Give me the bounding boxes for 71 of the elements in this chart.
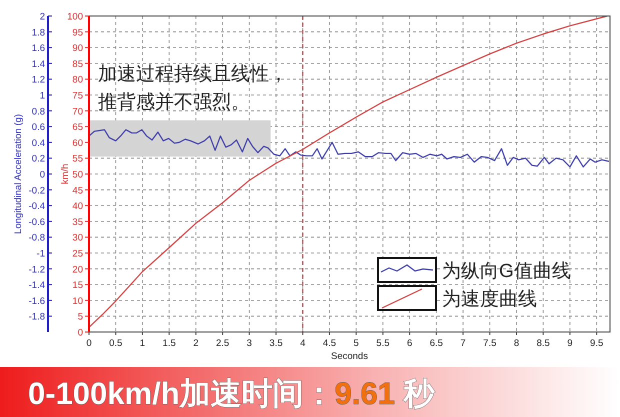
y-tick-label: -0.8: [28, 232, 45, 244]
y-tick-label: 1.4: [32, 58, 45, 70]
y2-tick-label: 50: [72, 170, 83, 180]
y-tick-label: 0.6: [32, 122, 45, 134]
y2-axis-title: km/h: [60, 164, 71, 184]
y-axis-title: Longitudinal Acceleration (g): [13, 114, 24, 234]
x-tick-label: 8: [514, 338, 520, 349]
y2-tick-label: 0: [78, 328, 83, 338]
y-tick-label: -0.6: [28, 216, 45, 228]
y-tick-label: -0.2: [28, 185, 45, 196]
y2-tick-label: 25: [72, 248, 83, 260]
y2-tick-label: 10: [72, 296, 83, 307]
x-tick-label: 0: [86, 338, 92, 349]
y-tick-label: 0: [40, 170, 45, 180]
y-tick-label: -1.8: [28, 312, 45, 323]
y2-tick-label: 100: [67, 12, 83, 22]
x-tick-label: 2.5: [216, 338, 230, 349]
x-tick-label: 7.5: [483, 338, 496, 349]
y2-tick-label: 80: [72, 74, 83, 86]
legend-label: 为速度曲线: [442, 288, 537, 310]
x-tick-label: 1.5: [162, 338, 176, 349]
y2-tick-label: 65: [72, 122, 83, 134]
y2-tick-label: 95: [72, 27, 83, 38]
x-tick-label: 4: [300, 338, 306, 349]
y-tick-label: 0.2: [32, 154, 45, 165]
x-tick-label: 7: [460, 338, 466, 349]
y2-tick-label: 75: [72, 90, 83, 102]
x-tick-label: 1: [140, 338, 146, 349]
x-tick-label: 3.5: [269, 338, 283, 349]
x-tick-label: 3: [246, 338, 252, 349]
y-tick-label: 0.4: [32, 138, 45, 149]
y2-tick-label: 55: [72, 154, 83, 165]
x-tick-label: 0.5: [109, 338, 122, 349]
x-tick-label: 4.5: [322, 338, 336, 349]
y2-tick-label: 35: [72, 216, 83, 228]
annotation: 加速过程持续且线性，: [98, 64, 288, 85]
y2-tick-label: 40: [72, 201, 83, 212]
x-tick-label: 2: [193, 338, 199, 349]
x-tick-label: 8.5: [536, 338, 550, 349]
y-tick-label: 1.8: [32, 27, 45, 38]
y2-tick-label: 30: [72, 232, 83, 244]
x-tick-label: 9.5: [590, 338, 604, 349]
y-tick-label: -1.6: [28, 296, 45, 307]
text: 0-100km/h加速时间：9.61 秒: [28, 376, 436, 411]
line-series: [88, 129, 610, 168]
annotation: 推背感并不强烈。: [98, 92, 250, 113]
y2-tick-label: 90: [72, 43, 83, 54]
y2-tick-label: 70: [72, 106, 83, 118]
y-tick-label: 2: [40, 12, 45, 22]
x-tick-label: 6.5: [430, 338, 443, 349]
y-tick-label: -1: [36, 248, 45, 260]
y-tick-label: 1.6: [32, 43, 45, 54]
x-tick-label: 5: [354, 338, 359, 349]
y-tick-label: -0.4: [28, 201, 45, 212]
x-tick-label: 5.5: [376, 338, 390, 349]
y-tick-label: 1: [40, 90, 45, 102]
legend-label: 为纵向G值曲线: [442, 261, 571, 282]
y2-tick-label: 15: [72, 280, 83, 292]
x-axis-title: Seconds: [331, 351, 368, 362]
x-tick-label: 6: [406, 338, 412, 349]
line-series: [88, 15, 608, 328]
y-tick-label: 1.2: [32, 74, 45, 86]
y2-tick-label: 60: [72, 138, 83, 149]
y2-tick-label: 85: [72, 58, 83, 70]
x-tick-label: 9: [567, 338, 573, 349]
y2-tick-label: 45: [72, 185, 83, 196]
y-tick-label: -1.2: [28, 264, 45, 276]
y-tick-label: 0.8: [32, 106, 45, 118]
y2-tick-label: 5: [78, 312, 83, 323]
y-tick-label: -1.4: [28, 280, 45, 292]
y2-tick-label: 20: [72, 264, 83, 276]
